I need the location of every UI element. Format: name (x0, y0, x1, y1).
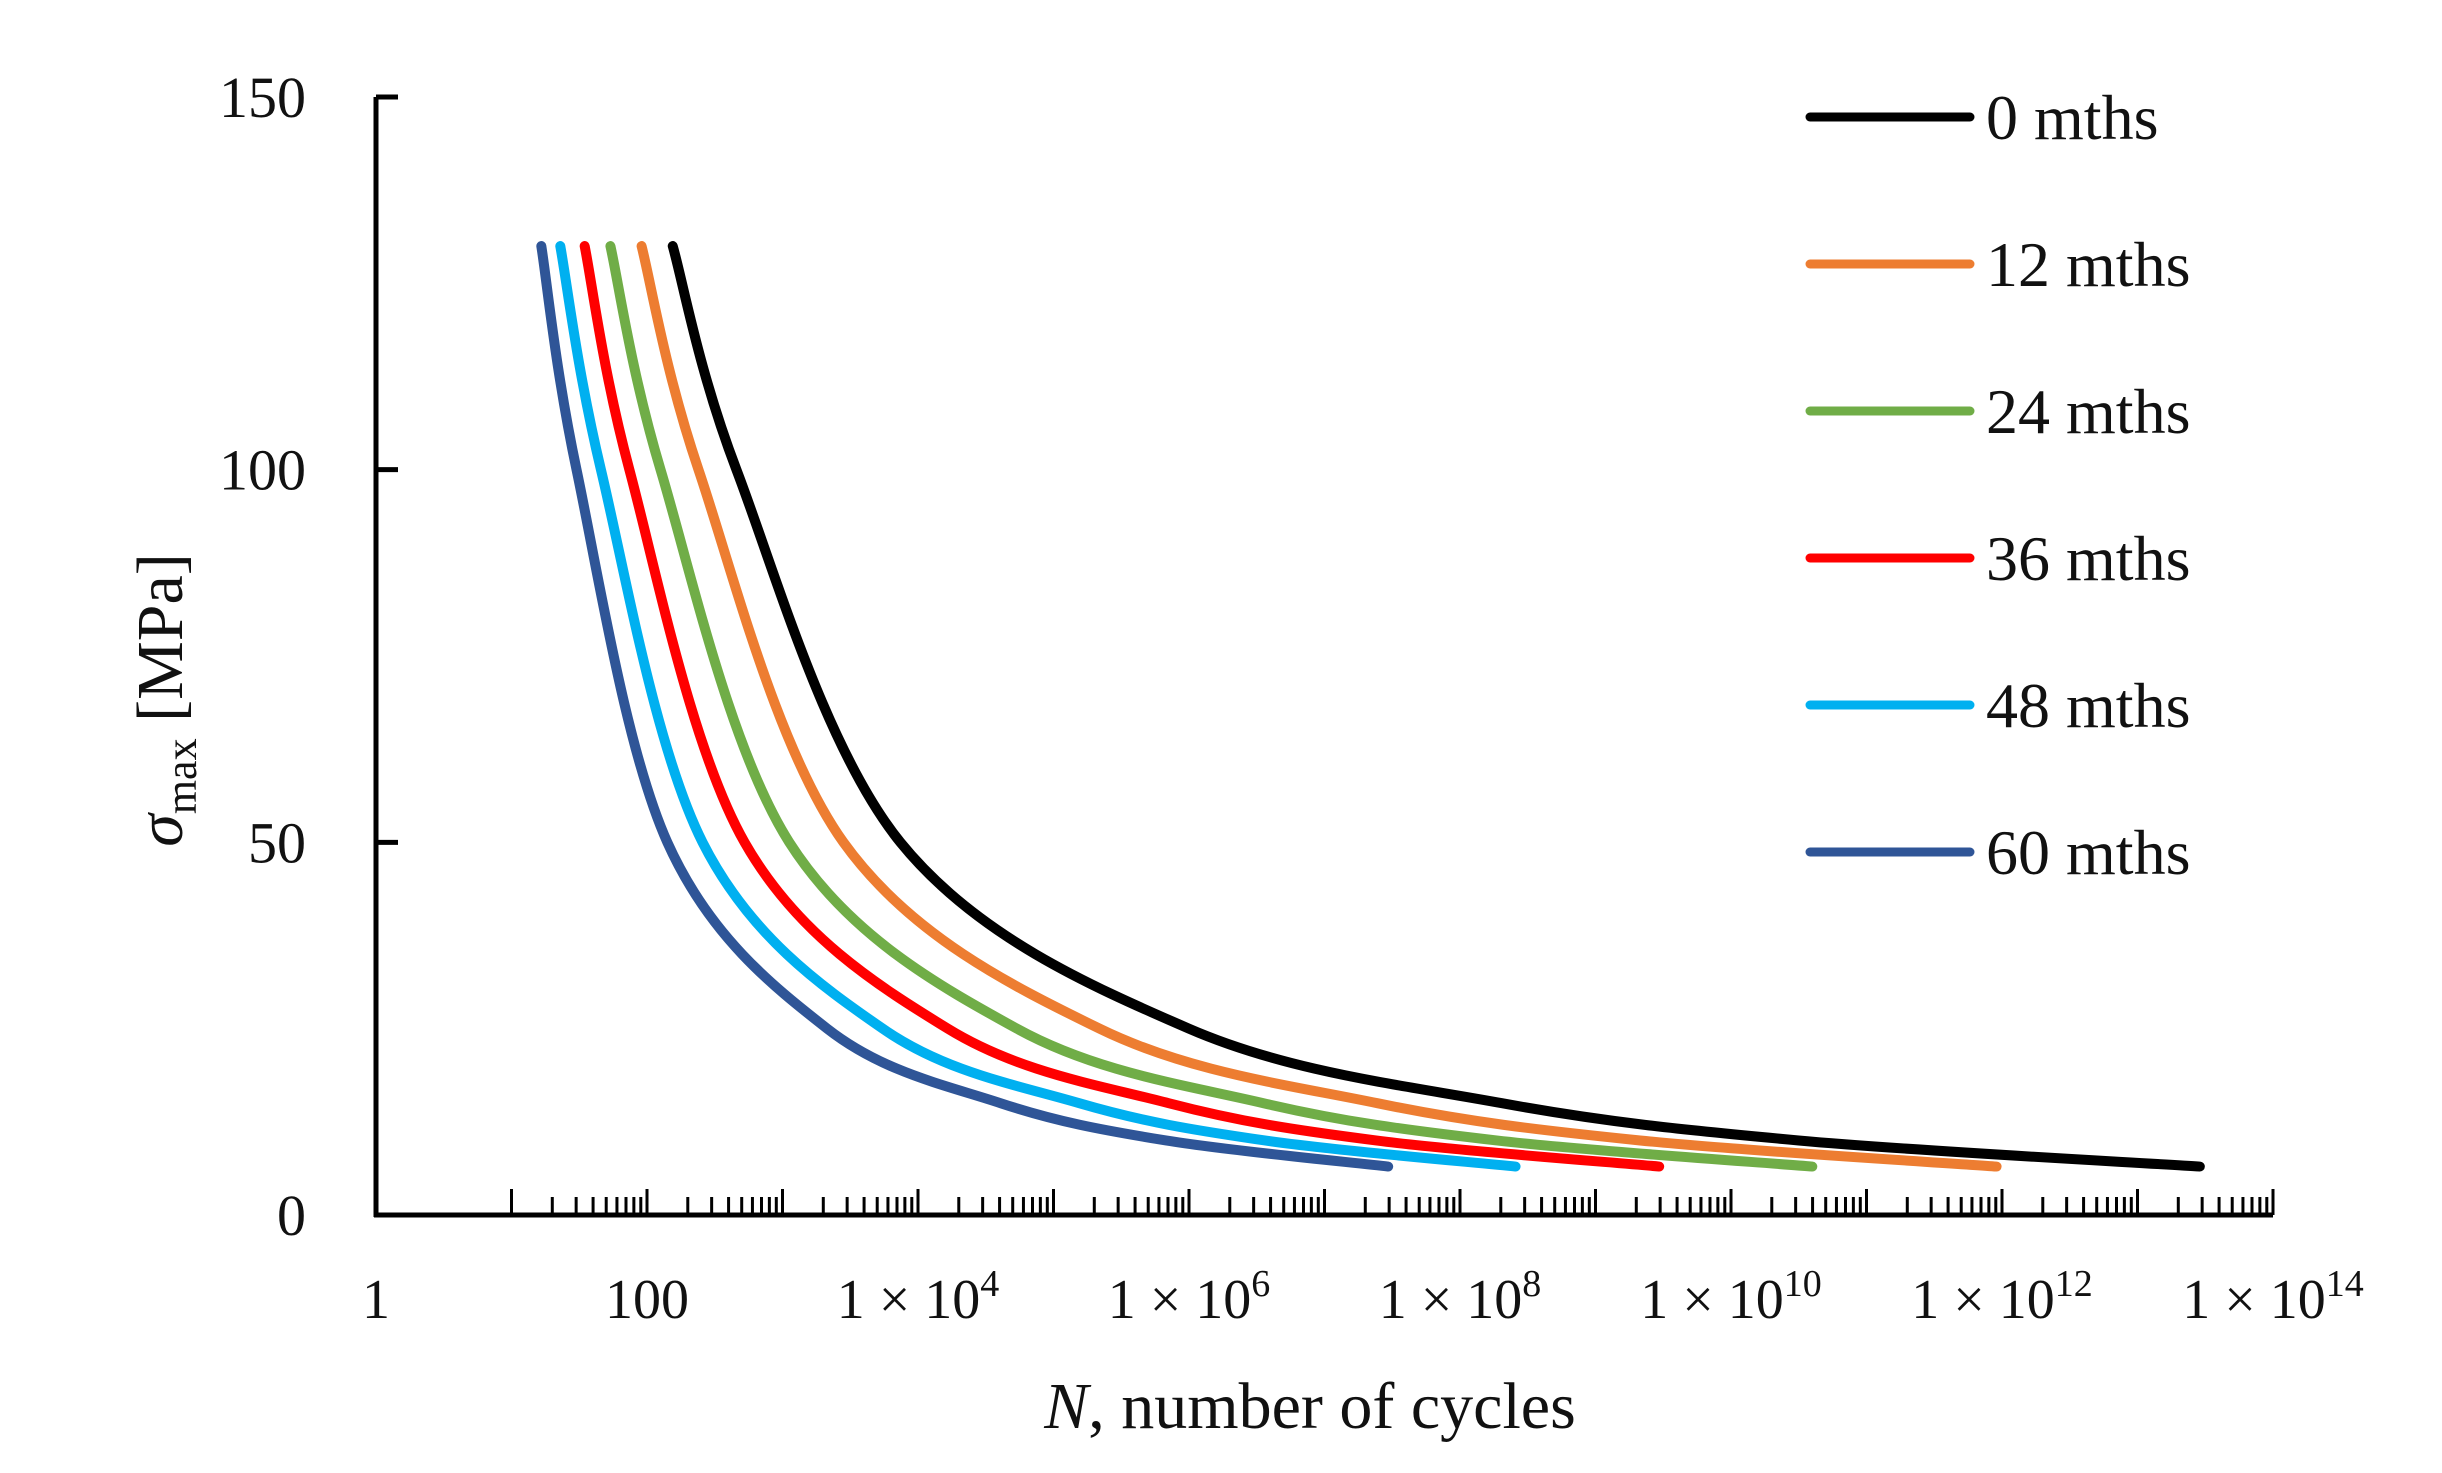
legend-label: 0 mths (1986, 82, 2158, 153)
series-line-12-mths (636, 241, 2002, 1172)
legend-label: 24 mths (1986, 376, 2190, 447)
x-tick-label: 100 (605, 1269, 689, 1331)
x-tick-label: 1 × 1012 (1911, 1263, 2093, 1331)
series-line-0-mths (667, 241, 2205, 1172)
series-line-60-mths (536, 241, 1394, 1172)
legend-label: 48 mths (1986, 670, 2190, 741)
legend-label: 36 mths (1986, 523, 2190, 594)
y-axis-label: σmax [MPa] (124, 553, 206, 846)
y-tick-label: 150 (219, 65, 306, 130)
series-curves (536, 241, 2205, 1172)
y-tick-label: 50 (248, 810, 306, 875)
x-tick-label: 1 × 104 (837, 1263, 1000, 1331)
legend: 0 mths 12 mths 24 mths 36 mths 48 mths 60 mth… (1805, 82, 2190, 888)
y-tick-label: 0 (277, 1183, 306, 1248)
axes: 0 50 100 150 1 100 1 × 104 1 × 106 1 × 108 1 × 10… (219, 65, 2364, 1331)
series-line-24-mths (605, 241, 1818, 1172)
legend-label: 12 mths (1986, 229, 2190, 300)
series-line-36-mths (579, 241, 1665, 1172)
x-axis-label: N, number of cycles (1043, 1370, 1576, 1443)
x-tick-label: 1 × 1014 (2182, 1263, 2364, 1331)
x-tick-label: 1 × 1010 (1640, 1263, 1822, 1331)
x-tick-label: 1 (362, 1269, 390, 1331)
legend-label: 60 mths (1986, 817, 2190, 888)
x-tick-label: 1 × 108 (1379, 1263, 1542, 1331)
series-line-48-mths (555, 241, 1521, 1172)
y-tick-label: 100 (219, 438, 306, 503)
x-tick-label: 1 × 106 (1108, 1263, 1271, 1331)
